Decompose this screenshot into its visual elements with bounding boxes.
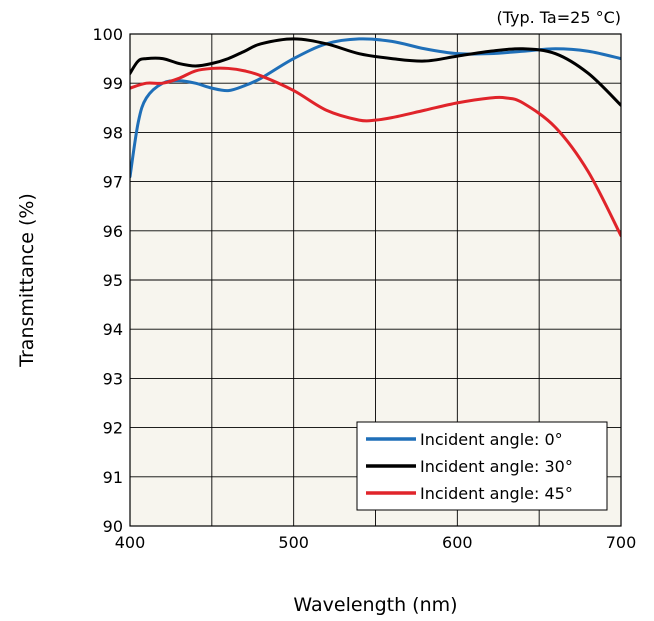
x-tick-label: 700 (606, 533, 637, 552)
y-tick-label: 97 (103, 173, 123, 192)
y-tick-label: 92 (103, 419, 123, 438)
series-line-3 (130, 66, 621, 238)
legend: Incident angle: 0° Incident angle: 30° Inc… (356, 421, 608, 511)
legend-label: Incident angle: 30° (420, 457, 573, 476)
y-tick-label: 91 (103, 468, 123, 487)
condition-note: (Typ. Ta=25 °C) (496, 8, 621, 27)
grid (130, 34, 621, 526)
y-tick-label: 95 (103, 271, 123, 290)
y-tick-label: 90 (103, 517, 123, 536)
x-axis-title: Wavelength (nm) (293, 594, 457, 616)
y-tick-label: 93 (103, 369, 123, 388)
x-tick-label: 500 (278, 533, 309, 552)
legend-label: Incident angle: 0° (420, 430, 563, 449)
y-tick-label: 94 (103, 320, 123, 339)
series-line-2 (130, 37, 621, 107)
series-lines (130, 37, 621, 238)
y-axis-title: Transmittance (%) (16, 193, 38, 368)
y-tick-label: 96 (103, 222, 123, 241)
tick-labels: 400 500 600 700 90 91 92 93 94 95 96 97 98 99 100 (92, 25, 636, 552)
y-tick-label: 98 (103, 123, 123, 142)
x-tick-label: 400 (115, 533, 146, 552)
y-tick-label: 100 (92, 25, 123, 44)
y-tick-label: 99 (103, 74, 123, 93)
legend-label: Incident angle: 45° (420, 484, 573, 503)
plot-frame (129, 33, 622, 527)
x-tick-label: 600 (442, 533, 473, 552)
